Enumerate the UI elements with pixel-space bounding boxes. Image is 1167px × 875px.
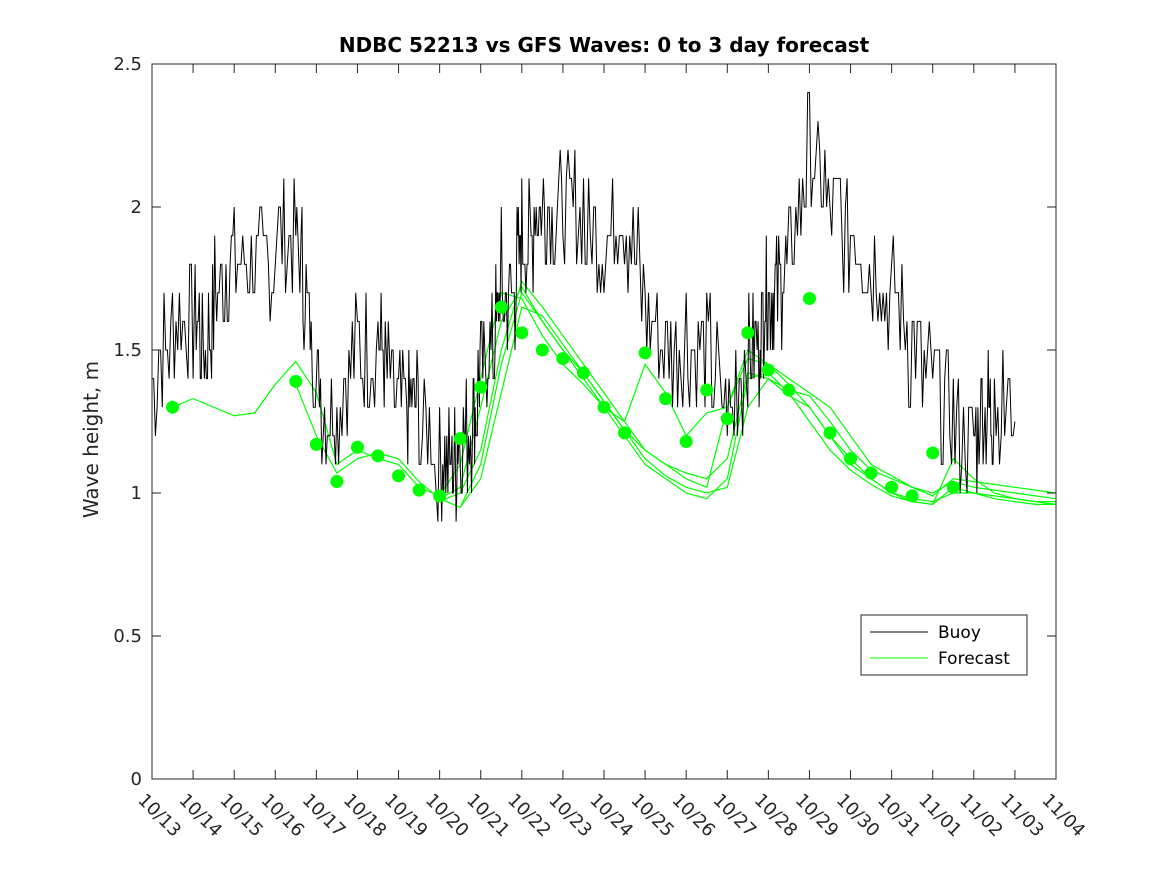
forecast-line-1 [295,285,1057,500]
buoy-line [152,92,1016,522]
forecast-point [864,466,878,480]
series-layer [152,92,1057,522]
forecast-point [618,426,632,440]
forecast-point [741,326,755,340]
forecast-point [330,475,344,489]
forecast-point [885,480,899,494]
forecast-point [823,426,837,440]
legend: Buoy Forecast [860,614,1028,676]
forecast-point [576,366,590,380]
forecast-point [474,380,488,394]
forecast-point [905,489,919,503]
forecast-point [515,326,529,340]
y-tick-label: 1 [131,483,142,504]
y-tick-label: 1.5 [113,340,142,361]
y-axis: 0 0.5 1 1.5 2 2.5 [113,54,1056,790]
legend-box [860,614,1028,676]
legend-label-forecast: Forecast [938,649,1010,669]
forecast-point [679,435,693,449]
forecast-point [597,400,611,414]
y-axis-label: Wave height, m [79,361,103,518]
forecast-point [166,400,180,414]
forecast-point [453,432,467,446]
forecast-point [638,346,652,360]
chart-title: NDBC 52213 vs GFS Waves: 0 to 3 day fore… [339,33,870,57]
forecast-point [412,483,426,497]
forecast-point [720,412,734,426]
forecast-point [433,489,447,503]
y-tick-label: 2.5 [113,54,142,75]
y-tick-label: 0 [131,769,142,790]
y-tick-label: 0.5 [113,626,142,647]
forecast-point [782,383,796,397]
forecast-point [761,363,775,377]
forecast-point [535,343,549,357]
forecast-point [494,300,508,314]
forecast-point [371,449,385,463]
forecast-point [659,392,673,406]
forecast-point [700,383,714,397]
forecast-point [392,469,406,483]
forecast-point [350,440,364,454]
forecast-point [946,480,960,494]
legend-label-buoy: Buoy [938,623,981,643]
forecast-point [926,446,940,460]
y-tick-label: 2 [131,197,142,218]
forecast-point [309,437,323,451]
forecast-point [844,452,858,466]
forecast-point [289,374,303,388]
forecast-point [556,352,570,366]
forecast-point [802,292,816,306]
